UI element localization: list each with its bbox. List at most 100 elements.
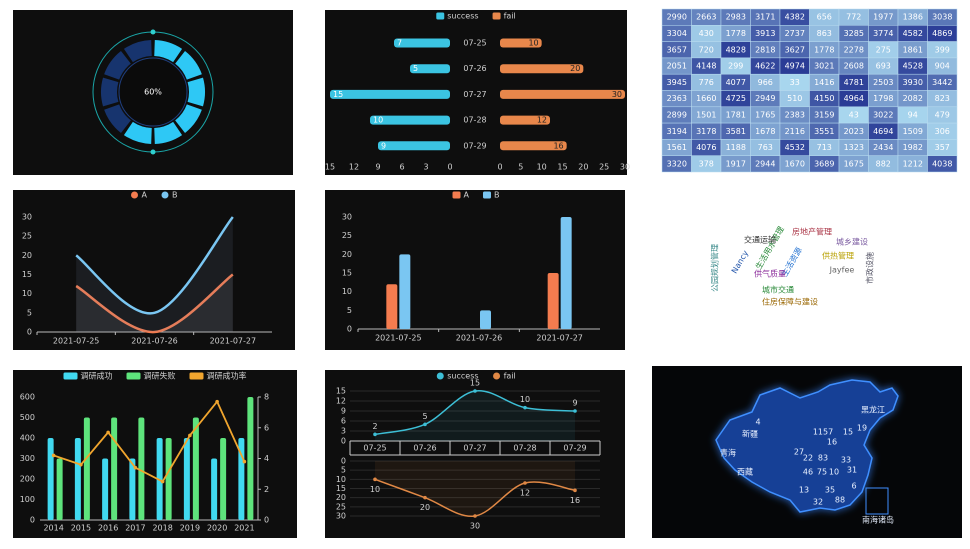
cell-text: 3304: [667, 29, 687, 38]
area: [76, 274, 233, 333]
gauge-track-arc: [123, 40, 152, 63]
x-tick-label: 20: [578, 163, 588, 172]
x-tick-label: 15: [557, 163, 567, 172]
bar: [183, 438, 190, 520]
y-tick-label: 30: [22, 213, 32, 222]
y-tick-label: 15: [22, 270, 32, 279]
cell-text: 882: [876, 159, 891, 168]
cell-text: 1778: [726, 29, 746, 38]
gauge-track-arc: [104, 51, 131, 80]
value-label: 15: [333, 90, 343, 99]
map-label: 32: [813, 498, 823, 507]
y-tick-label: 10: [22, 289, 32, 298]
bar: [500, 115, 550, 125]
x-tick-label: 25: [599, 163, 609, 172]
value-label: 10: [373, 116, 383, 125]
gauge-value-arc: [187, 77, 205, 107]
y2-tick-label: 0: [341, 457, 346, 466]
cell-text: 2663: [696, 13, 716, 22]
x-tick-label: 9: [375, 163, 380, 172]
legend-label: fail: [504, 372, 516, 381]
area: [375, 461, 575, 517]
y-tick-label: 20: [342, 250, 352, 259]
bar: [83, 417, 90, 520]
cell-text: 4781: [844, 78, 864, 87]
category-label: 07-27: [463, 90, 486, 99]
gauge-dot: [150, 29, 156, 35]
gauge-value-arc: [175, 104, 202, 133]
cell-text: 2051: [667, 62, 687, 71]
cell-text: 1670: [785, 159, 805, 168]
cell-text: 1678: [755, 127, 775, 136]
x-tick-label: 2017: [125, 524, 145, 533]
y-tick-label: 200: [20, 475, 35, 484]
map-label: 19: [857, 424, 867, 433]
y2-tick-label: 6: [264, 423, 269, 432]
map-label: 13: [799, 486, 809, 495]
point: [423, 422, 427, 427]
cell-text: 720: [699, 45, 714, 54]
legend: success fail: [436, 12, 516, 21]
gauge-track-arc: [104, 104, 131, 133]
y-tick-label: 5: [347, 306, 352, 315]
y2-tick-label: 10: [336, 475, 346, 484]
x-tick-label: 0: [497, 163, 502, 172]
legend-swatch: [493, 372, 501, 380]
y2-tick-label: 20: [336, 493, 346, 502]
value-label: 2: [372, 422, 377, 431]
legend-label: success: [447, 12, 478, 21]
x-tick-label: 30: [620, 163, 630, 172]
y-tick-label: 0: [27, 328, 32, 337]
cell-text: 4148: [696, 62, 716, 71]
cell-text: 4150: [814, 94, 834, 103]
cell-text: 1323: [844, 143, 864, 152]
y-tick-label: 0: [30, 516, 35, 525]
cell-text: 306: [935, 127, 950, 136]
bar: [500, 89, 625, 99]
cell-text: 693: [876, 62, 891, 71]
value-label: 12: [520, 489, 530, 498]
y-tick-label: 25: [342, 231, 352, 240]
y-tick-label: 500: [20, 413, 35, 422]
value-label: 16: [570, 496, 580, 505]
cell-text: 4964: [844, 94, 864, 103]
y-tick-label: 10: [342, 287, 352, 296]
point: [573, 488, 577, 493]
cell-text: 904: [935, 62, 950, 71]
cell-text: 430: [699, 29, 714, 38]
value-label: 7: [397, 39, 402, 48]
map-shape: [715, 379, 899, 513]
value-label: 10: [528, 39, 538, 48]
cell-text: 776: [699, 78, 714, 87]
map-label: 88: [835, 496, 845, 505]
map-label: 西藏: [737, 467, 753, 477]
bar: [165, 438, 172, 520]
value-label: 5: [422, 412, 427, 421]
area: [375, 390, 575, 441]
cell-text: 2608: [844, 62, 864, 71]
map-label: 75: [817, 468, 827, 477]
map-label: 1157: [813, 428, 833, 437]
x-tick-label: 07-25: [363, 444, 386, 453]
cell-text: 3320: [667, 159, 687, 168]
point: [215, 399, 219, 404]
cell-text: 4038: [932, 159, 952, 168]
cell-text: 1765: [755, 110, 775, 119]
cell-text: 3038: [932, 13, 952, 22]
legend-swatch: [126, 372, 141, 380]
cell-text: 966: [758, 78, 773, 87]
legend-label: A: [464, 191, 470, 200]
point: [523, 405, 527, 410]
value-label: 16: [553, 141, 563, 150]
bar: [56, 458, 63, 520]
category-label: 07-26: [463, 64, 486, 73]
word: 交通运输: [744, 235, 776, 245]
y-tick-label: 15: [342, 269, 352, 278]
cell: [927, 155, 958, 173]
y-tick-label: 9: [341, 407, 346, 416]
x-tick-label: 2020: [207, 524, 227, 533]
bar: [410, 64, 450, 74]
map-label: 83: [818, 454, 828, 463]
